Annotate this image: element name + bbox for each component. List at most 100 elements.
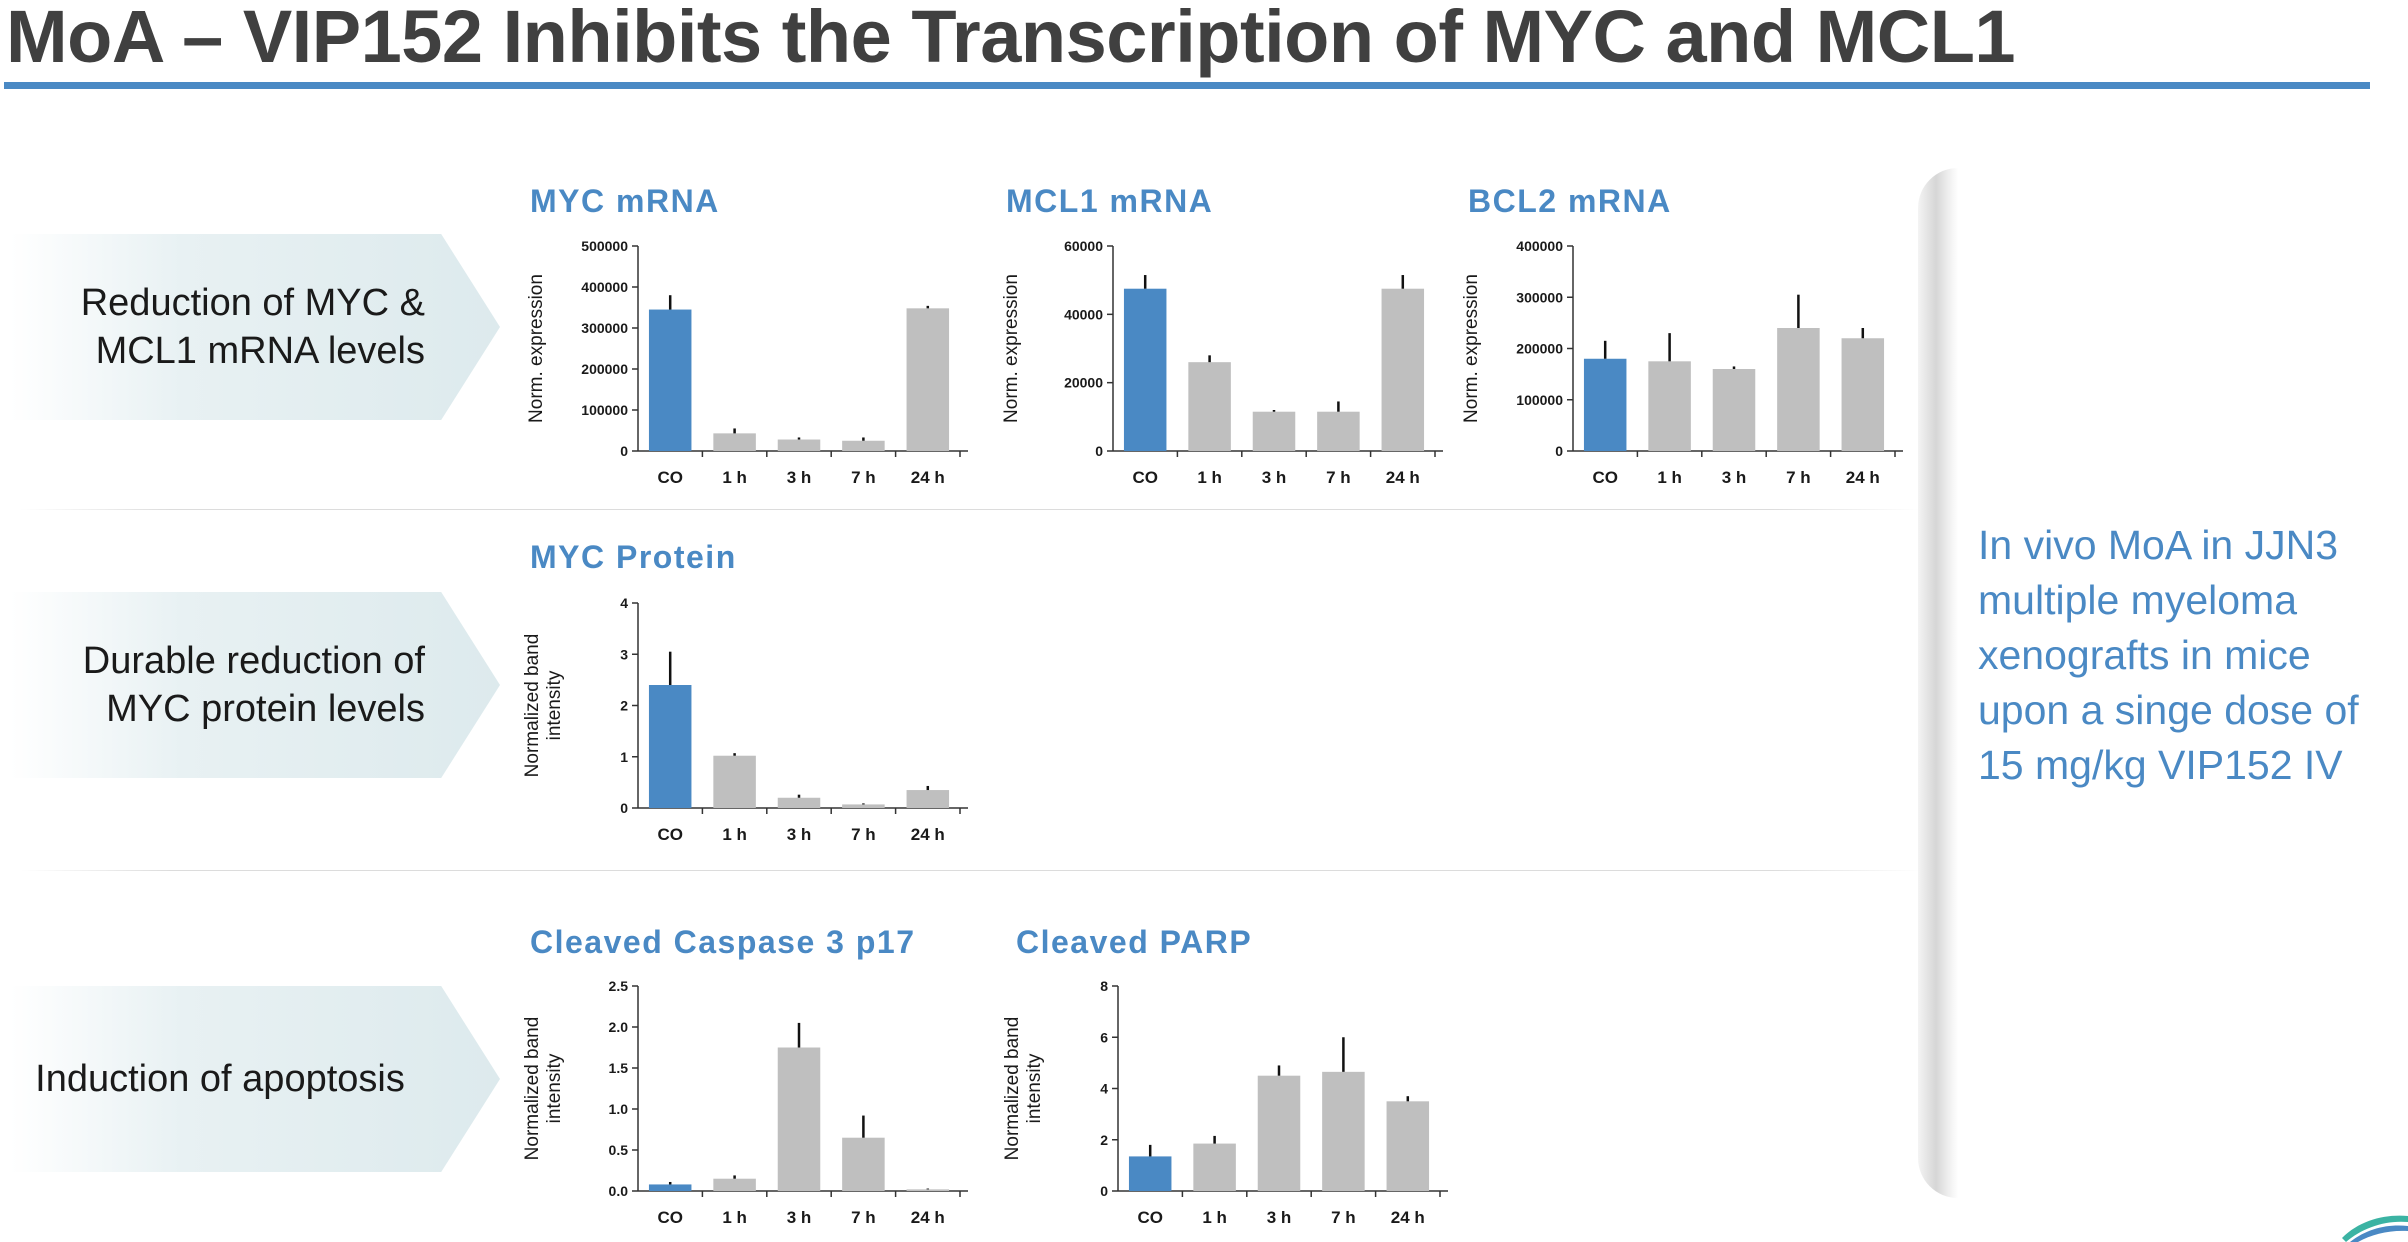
row-separator bbox=[20, 870, 1920, 871]
title-rule bbox=[4, 82, 2370, 89]
y-axis-label: intensity bbox=[544, 1053, 565, 1123]
x-tick-label: 3 h bbox=[787, 825, 812, 844]
bar bbox=[906, 308, 950, 451]
y-tick-label: 200000 bbox=[581, 361, 628, 377]
x-tick-label: 24 h bbox=[1386, 468, 1420, 487]
callout-text: Induction of apoptosis bbox=[35, 1058, 405, 1100]
side-bracket bbox=[1918, 168, 1958, 1198]
x-tick-label: CO bbox=[657, 468, 683, 487]
y-axis-label: Norm. expression bbox=[1001, 274, 1022, 423]
x-tick-label: 7 h bbox=[851, 468, 876, 487]
x-tick-label: 1 h bbox=[1657, 468, 1682, 487]
y-tick-label: 3 bbox=[620, 646, 628, 662]
y-tick-label: 0.0 bbox=[609, 1183, 629, 1199]
y-tick-label: 300000 bbox=[581, 320, 628, 336]
bar bbox=[1317, 411, 1360, 451]
bar bbox=[777, 439, 821, 451]
x-tick-label: 7 h bbox=[1331, 1208, 1356, 1227]
row-separator bbox=[20, 509, 1920, 510]
x-tick-label: 7 h bbox=[851, 825, 876, 844]
bar bbox=[648, 1184, 692, 1191]
y-axis-label: intensity bbox=[1024, 1053, 1045, 1123]
y-tick-label: 60000 bbox=[1064, 238, 1103, 254]
chart-parp: Normalized band intensity 0 2 4 6 8 CO 1 h 3 h 7 h… bbox=[1002, 978, 1448, 1227]
chart-title-mcl1-mrna: MCL1 mRNA bbox=[1006, 183, 1214, 219]
y-tick-label: 0 bbox=[620, 800, 628, 816]
y-tick-label: 0 bbox=[620, 443, 628, 459]
y-tick-label: 1.5 bbox=[609, 1060, 629, 1076]
y-tick-label: 300000 bbox=[1516, 289, 1563, 305]
bar bbox=[1322, 1071, 1365, 1191]
bar bbox=[1257, 1075, 1301, 1191]
callout-arrow-shape bbox=[10, 592, 500, 778]
chart-caspase3: Normalized band intensity 0.0 0.5 1.0 1.5 2.0 2… bbox=[522, 978, 968, 1227]
x-tick-label: 1 h bbox=[722, 468, 747, 487]
chart-myc-protein: Normalized band intensity 0 1 2 3 4 CO 1 h 3 h 7 h… bbox=[522, 595, 968, 844]
y-tick-label: 400000 bbox=[581, 279, 628, 295]
x-tick-label: 24 h bbox=[1391, 1208, 1425, 1227]
bar bbox=[777, 797, 821, 808]
y-tick-label: 40000 bbox=[1064, 306, 1103, 322]
bar bbox=[906, 790, 950, 808]
chart-title-myc-protein: MYC Protein bbox=[530, 539, 737, 575]
x-tick-label: 3 h bbox=[787, 468, 812, 487]
x-tick-label: 24 h bbox=[911, 825, 945, 844]
y-tick-label: 4 bbox=[620, 595, 628, 611]
x-tick-label: 1 h bbox=[722, 825, 747, 844]
callout-arrow-shape bbox=[10, 986, 500, 1172]
x-tick-label: 3 h bbox=[1267, 1208, 1292, 1227]
x-tick-label: 7 h bbox=[851, 1208, 876, 1227]
x-tick-label: CO bbox=[657, 1208, 683, 1227]
x-tick-label: 3 h bbox=[1262, 468, 1287, 487]
chart-title-parp: Cleaved PARP bbox=[1016, 924, 1253, 960]
bar bbox=[842, 804, 885, 808]
callout-text: Reduction of MYC & MCL1 mRNA levels bbox=[80, 282, 425, 372]
bar bbox=[1777, 328, 1820, 451]
bar bbox=[713, 433, 756, 451]
chart-title-bcl2-mrna: BCL2 mRNA bbox=[1468, 183, 1672, 219]
bar bbox=[777, 1047, 821, 1191]
y-tick-label: 2 bbox=[1100, 1132, 1108, 1148]
bar bbox=[1583, 358, 1627, 451]
y-tick-label: 6 bbox=[1100, 1029, 1108, 1045]
y-tick-label: 1 bbox=[620, 749, 628, 765]
y-tick-label: 2.5 bbox=[609, 978, 629, 994]
y-tick-label: 0 bbox=[1095, 443, 1103, 459]
bar bbox=[906, 1189, 950, 1191]
chart-title-caspase3: Cleaved Caspase 3 p17 bbox=[530, 924, 916, 960]
bar bbox=[648, 685, 692, 808]
callout-protein: Durable reduction of MYC protein levels bbox=[10, 592, 500, 778]
y-tick-label: 1.0 bbox=[609, 1101, 629, 1117]
bar bbox=[842, 440, 885, 451]
bar bbox=[648, 309, 692, 451]
x-tick-label: 7 h bbox=[1786, 468, 1811, 487]
y-tick-label: 200000 bbox=[1516, 341, 1563, 357]
x-tick-label: 3 h bbox=[787, 1208, 812, 1227]
chart-bcl2-mrna: Norm. expression 0 100000 200000 300000 40000… bbox=[1461, 238, 1903, 487]
x-tick-label: 1 h bbox=[1202, 1208, 1227, 1227]
y-tick-label: 100000 bbox=[581, 402, 628, 418]
x-tick-label: 1 h bbox=[1197, 468, 1222, 487]
bar bbox=[1712, 369, 1756, 451]
y-tick-label: 0 bbox=[1100, 1183, 1108, 1199]
x-tick-label: CO bbox=[1592, 468, 1618, 487]
y-tick-label: 400000 bbox=[1516, 238, 1563, 254]
side-note: In vivo MoA in JJN3 multiple myeloma xen… bbox=[1978, 522, 2359, 788]
y-axis-label: Normalized band bbox=[522, 634, 543, 778]
y-axis-label: Norm. expression bbox=[526, 274, 547, 423]
y-tick-label: 2 bbox=[620, 698, 628, 714]
bar bbox=[1123, 288, 1167, 451]
x-tick-label: 3 h bbox=[1722, 468, 1747, 487]
callout-apoptosis: Induction of apoptosis bbox=[10, 986, 500, 1172]
company-logo bbox=[2342, 1215, 2408, 1242]
bar bbox=[842, 1137, 885, 1191]
y-tick-label: 4 bbox=[1100, 1081, 1108, 1097]
y-tick-label: 2.0 bbox=[609, 1019, 629, 1035]
x-tick-label: CO bbox=[657, 825, 683, 844]
page-title: MoA – VIP152 Inhibits the Transcription … bbox=[6, 0, 2016, 78]
y-tick-label: 100000 bbox=[1516, 392, 1563, 408]
bar bbox=[1128, 1156, 1172, 1191]
callout-arrow-shape bbox=[10, 234, 500, 420]
y-tick-label: 500000 bbox=[581, 238, 628, 254]
bar bbox=[1386, 1101, 1430, 1191]
